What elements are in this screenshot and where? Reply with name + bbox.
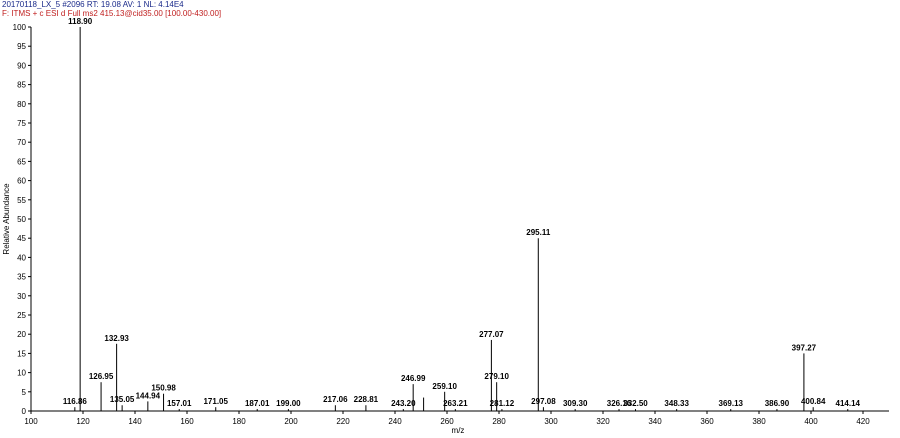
peak-label: 150.98 bbox=[151, 384, 176, 393]
y-tick-label: 40 bbox=[17, 253, 26, 262]
peak-label: 414.14 bbox=[836, 399, 861, 408]
y-axis-label: Relative Abundance bbox=[2, 183, 11, 255]
peak-label: 397.27 bbox=[792, 343, 817, 352]
peak-label: 116.86 bbox=[63, 397, 88, 406]
x-tick-label: 280 bbox=[492, 417, 506, 426]
x-tick-label: 220 bbox=[336, 417, 350, 426]
x-tick-label: 400 bbox=[804, 417, 818, 426]
chart-subtitle: F: ITMS + c ESI d Full ms2 415.13@cid35.… bbox=[2, 9, 221, 18]
peak-label: 187.01 bbox=[245, 399, 270, 408]
y-tick-label: 60 bbox=[17, 177, 26, 186]
y-tick-label: 15 bbox=[17, 349, 26, 358]
peak-label: 228.81 bbox=[354, 395, 379, 404]
y-tick-label: 10 bbox=[17, 369, 26, 378]
y-tick-label: 75 bbox=[17, 119, 26, 128]
peak-label: 199.00 bbox=[276, 399, 301, 408]
chart-title: 20170118_LX_5 #2096 RT: 19.08 AV: 1 NL: … bbox=[2, 0, 184, 9]
y-tick-label: 90 bbox=[17, 61, 26, 70]
peak-label: 171.05 bbox=[203, 397, 228, 406]
y-tick-label: 55 bbox=[17, 196, 26, 205]
y-tick-label: 20 bbox=[17, 330, 26, 339]
x-tick-label: 260 bbox=[440, 417, 454, 426]
x-tick-label: 340 bbox=[648, 417, 662, 426]
x-tick-label: 420 bbox=[856, 417, 870, 426]
peak-label: 135.05 bbox=[110, 395, 135, 404]
peak-label: 348.33 bbox=[664, 399, 689, 408]
y-tick-label: 5 bbox=[22, 388, 27, 397]
y-tick-label: 45 bbox=[17, 234, 26, 243]
x-tick-label: 200 bbox=[284, 417, 298, 426]
y-tick-label: 35 bbox=[17, 273, 26, 282]
x-tick-label: 120 bbox=[76, 417, 90, 426]
x-axis-label: m/z bbox=[452, 426, 465, 435]
x-tick-label: 180 bbox=[232, 417, 246, 426]
y-tick-label: 100 bbox=[13, 23, 27, 32]
peak-label: 332.50 bbox=[623, 399, 648, 408]
peak-label: 246.99 bbox=[401, 374, 426, 383]
x-tick-label: 320 bbox=[596, 417, 610, 426]
y-tick-label: 95 bbox=[17, 42, 26, 51]
peak-label: 309.30 bbox=[563, 399, 588, 408]
peak-label: 263.21 bbox=[443, 399, 468, 408]
x-tick-label: 240 bbox=[388, 417, 402, 426]
peak-label: 400.84 bbox=[801, 397, 826, 406]
y-tick-label: 85 bbox=[17, 81, 26, 90]
peak-label: 386.90 bbox=[765, 399, 790, 408]
x-tick-label: 380 bbox=[752, 417, 766, 426]
peak-label: 118.90 bbox=[68, 17, 93, 26]
peak-label: 259.10 bbox=[432, 382, 457, 391]
peak-label: 297.08 bbox=[531, 397, 556, 406]
y-tick-label: 0 bbox=[22, 407, 27, 416]
peak-label: 157.01 bbox=[167, 399, 192, 408]
peak-label: 126.95 bbox=[89, 372, 114, 381]
y-tick-label: 80 bbox=[17, 100, 26, 109]
peak-label: 277.07 bbox=[479, 330, 504, 339]
x-tick-label: 360 bbox=[700, 417, 714, 426]
x-tick-label: 100 bbox=[24, 417, 38, 426]
peak-label: 369.13 bbox=[719, 399, 744, 408]
peak-label: 217.06 bbox=[323, 395, 348, 404]
peak-label: 144.94 bbox=[136, 391, 161, 400]
peak-label: 132.93 bbox=[104, 334, 129, 343]
peak-label: 279.10 bbox=[484, 372, 509, 381]
y-tick-label: 25 bbox=[17, 311, 26, 320]
peak-label: 243.20 bbox=[391, 399, 416, 408]
peak-label: 326.16 bbox=[607, 399, 632, 408]
peak-label: 295.11 bbox=[526, 228, 551, 237]
y-tick-label: 30 bbox=[17, 292, 26, 301]
x-tick-label: 140 bbox=[128, 417, 142, 426]
y-tick-label: 50 bbox=[17, 215, 26, 224]
peak-label: 281.12 bbox=[490, 399, 515, 408]
x-tick-label: 300 bbox=[544, 417, 558, 426]
y-tick-label: 70 bbox=[17, 138, 26, 147]
y-tick-label: 65 bbox=[17, 157, 26, 166]
x-tick-label: 160 bbox=[180, 417, 194, 426]
